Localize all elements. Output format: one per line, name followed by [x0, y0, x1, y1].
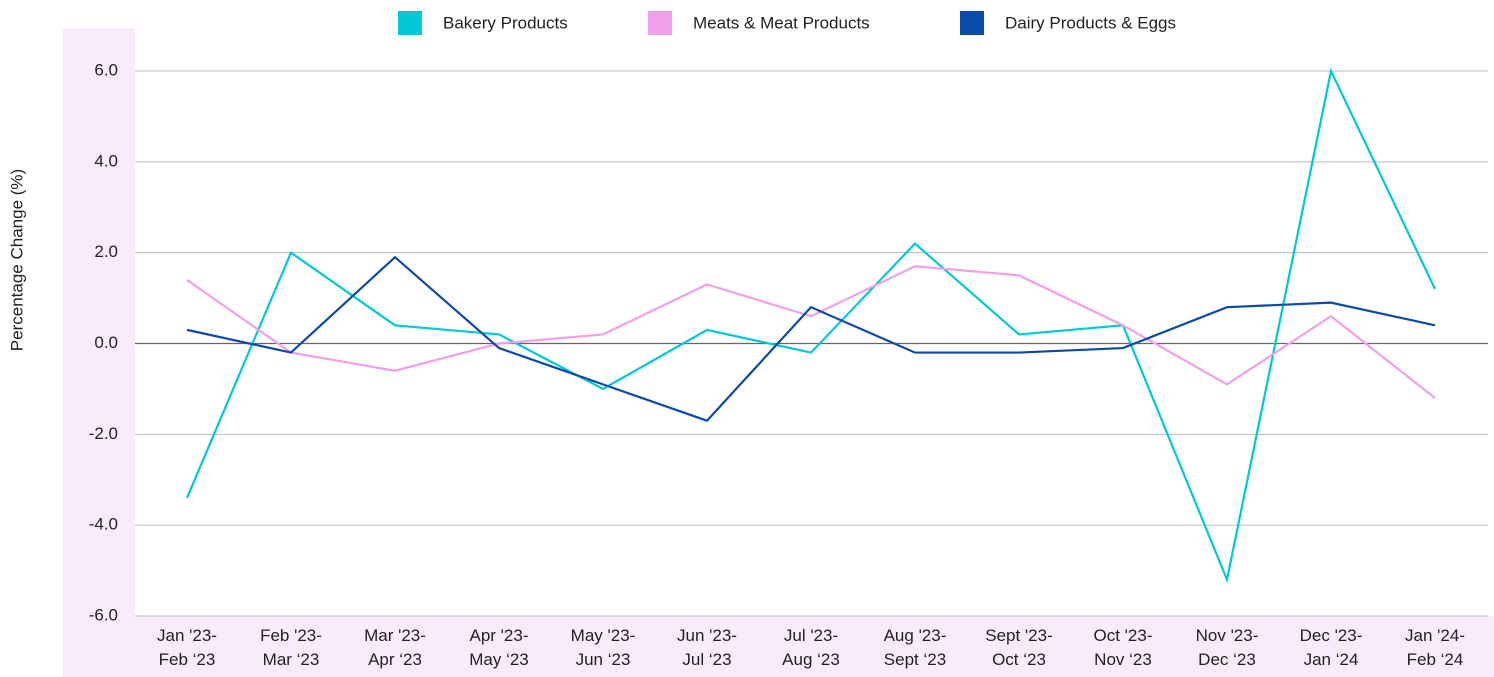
x-tick-label: Dec '23- Jan ‘24 — [1300, 626, 1363, 669]
x-tick-label-line: Mar ‘23 — [263, 650, 320, 669]
x-tick-label-line: Nov '23- — [1196, 626, 1259, 645]
x-tick-label: May '23- Jun ‘23 — [571, 626, 636, 669]
y-tick-label: 4.0 — [94, 151, 118, 170]
y-tick-label: 0.0 — [94, 333, 118, 352]
x-tick-label: Jan '23- Feb ‘23 — [157, 626, 217, 669]
x-tick-label: Jun '23- Jul ‘23 — [677, 626, 737, 669]
x-tick-label-line: Jan ‘24 — [1304, 650, 1359, 669]
x-tick-label-line: Aug ‘23 — [782, 650, 840, 669]
x-tick-label: Feb '23- Mar ‘23 — [260, 626, 322, 669]
x-tick-label: Jul '23- Aug ‘23 — [782, 626, 840, 669]
legend-label: Meats & Meat Products — [693, 13, 870, 32]
x-tick-label-line: Feb '23- — [260, 626, 322, 645]
x-tick-label-line: Sept ‘23 — [884, 650, 946, 669]
legend-swatch — [398, 11, 422, 35]
y-tick-label: -2.0 — [89, 424, 118, 443]
legend-label: Dairy Products & Eggs — [1005, 13, 1176, 32]
x-tick-label-line: Jan '23- — [157, 626, 217, 645]
x-tick-label-line: May '23- — [571, 626, 636, 645]
x-tick-label: Nov '23- Dec ‘23 — [1196, 626, 1259, 669]
legend-label: Bakery Products — [443, 13, 568, 32]
y-axis-label: Percentage Change (%) — [7, 169, 26, 351]
x-tick-label-line: Dec '23- — [1300, 626, 1363, 645]
x-tick-label-line: Apr ‘23 — [368, 650, 422, 669]
x-tick-label-line: Jul '23- — [784, 626, 838, 645]
x-tick-label-line: May ‘23 — [469, 650, 529, 669]
x-tick-label-line: Oct ‘23 — [992, 650, 1046, 669]
y-tick-label: 6.0 — [94, 60, 118, 79]
x-tick-label-line: Apr '23- — [470, 626, 529, 645]
x-axis-band — [63, 616, 1494, 677]
series-line — [185, 67, 1436, 584]
x-tick-label-line: Aug '23- — [884, 626, 947, 645]
x-tick-label-line: Dec ‘23 — [1198, 650, 1256, 669]
legend-swatch — [960, 11, 984, 35]
x-tick-label: Apr '23- May ‘23 — [469, 626, 529, 669]
x-tick-label-line: Mar '23- — [364, 626, 426, 645]
y-tick-label: -6.0 — [89, 605, 118, 624]
x-tick-label-line: Feb ‘23 — [159, 650, 216, 669]
x-tick-label: Sept '23- Oct ‘23 — [985, 626, 1053, 669]
x-tick-label-line: Oct '23- — [1094, 626, 1153, 645]
x-tick-label: Oct '23- Nov ‘23 — [1094, 626, 1153, 669]
y-tick-label: 2.0 — [94, 242, 118, 261]
series-line — [186, 255, 1436, 422]
x-tick-label-line: Jan '24- — [1405, 626, 1465, 645]
x-tick-label-line: Nov ‘23 — [1094, 650, 1152, 669]
legend-swatch — [648, 11, 672, 35]
x-tick-label-line: Jun ‘23 — [576, 650, 631, 669]
x-tick-label-line: Feb ‘24 — [1407, 650, 1464, 669]
y-axis-band — [63, 28, 135, 677]
x-tick-label-line: Jun '23- — [677, 626, 737, 645]
series-line — [186, 265, 1436, 399]
x-tick-label: Jan '24- Feb ‘24 — [1405, 626, 1465, 669]
x-tick-label-line: Sept '23- — [985, 626, 1053, 645]
x-tick-label: Aug '23- Sept ‘23 — [884, 626, 947, 669]
x-tick-label-line: Jul ‘23 — [682, 650, 731, 669]
x-tick-label: Mar '23- Apr ‘23 — [364, 626, 426, 669]
y-tick-label: -4.0 — [89, 515, 118, 534]
